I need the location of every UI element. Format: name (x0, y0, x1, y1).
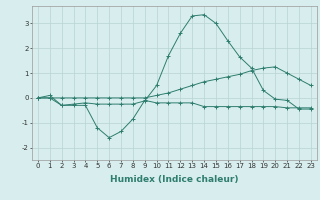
X-axis label: Humidex (Indice chaleur): Humidex (Indice chaleur) (110, 175, 239, 184)
